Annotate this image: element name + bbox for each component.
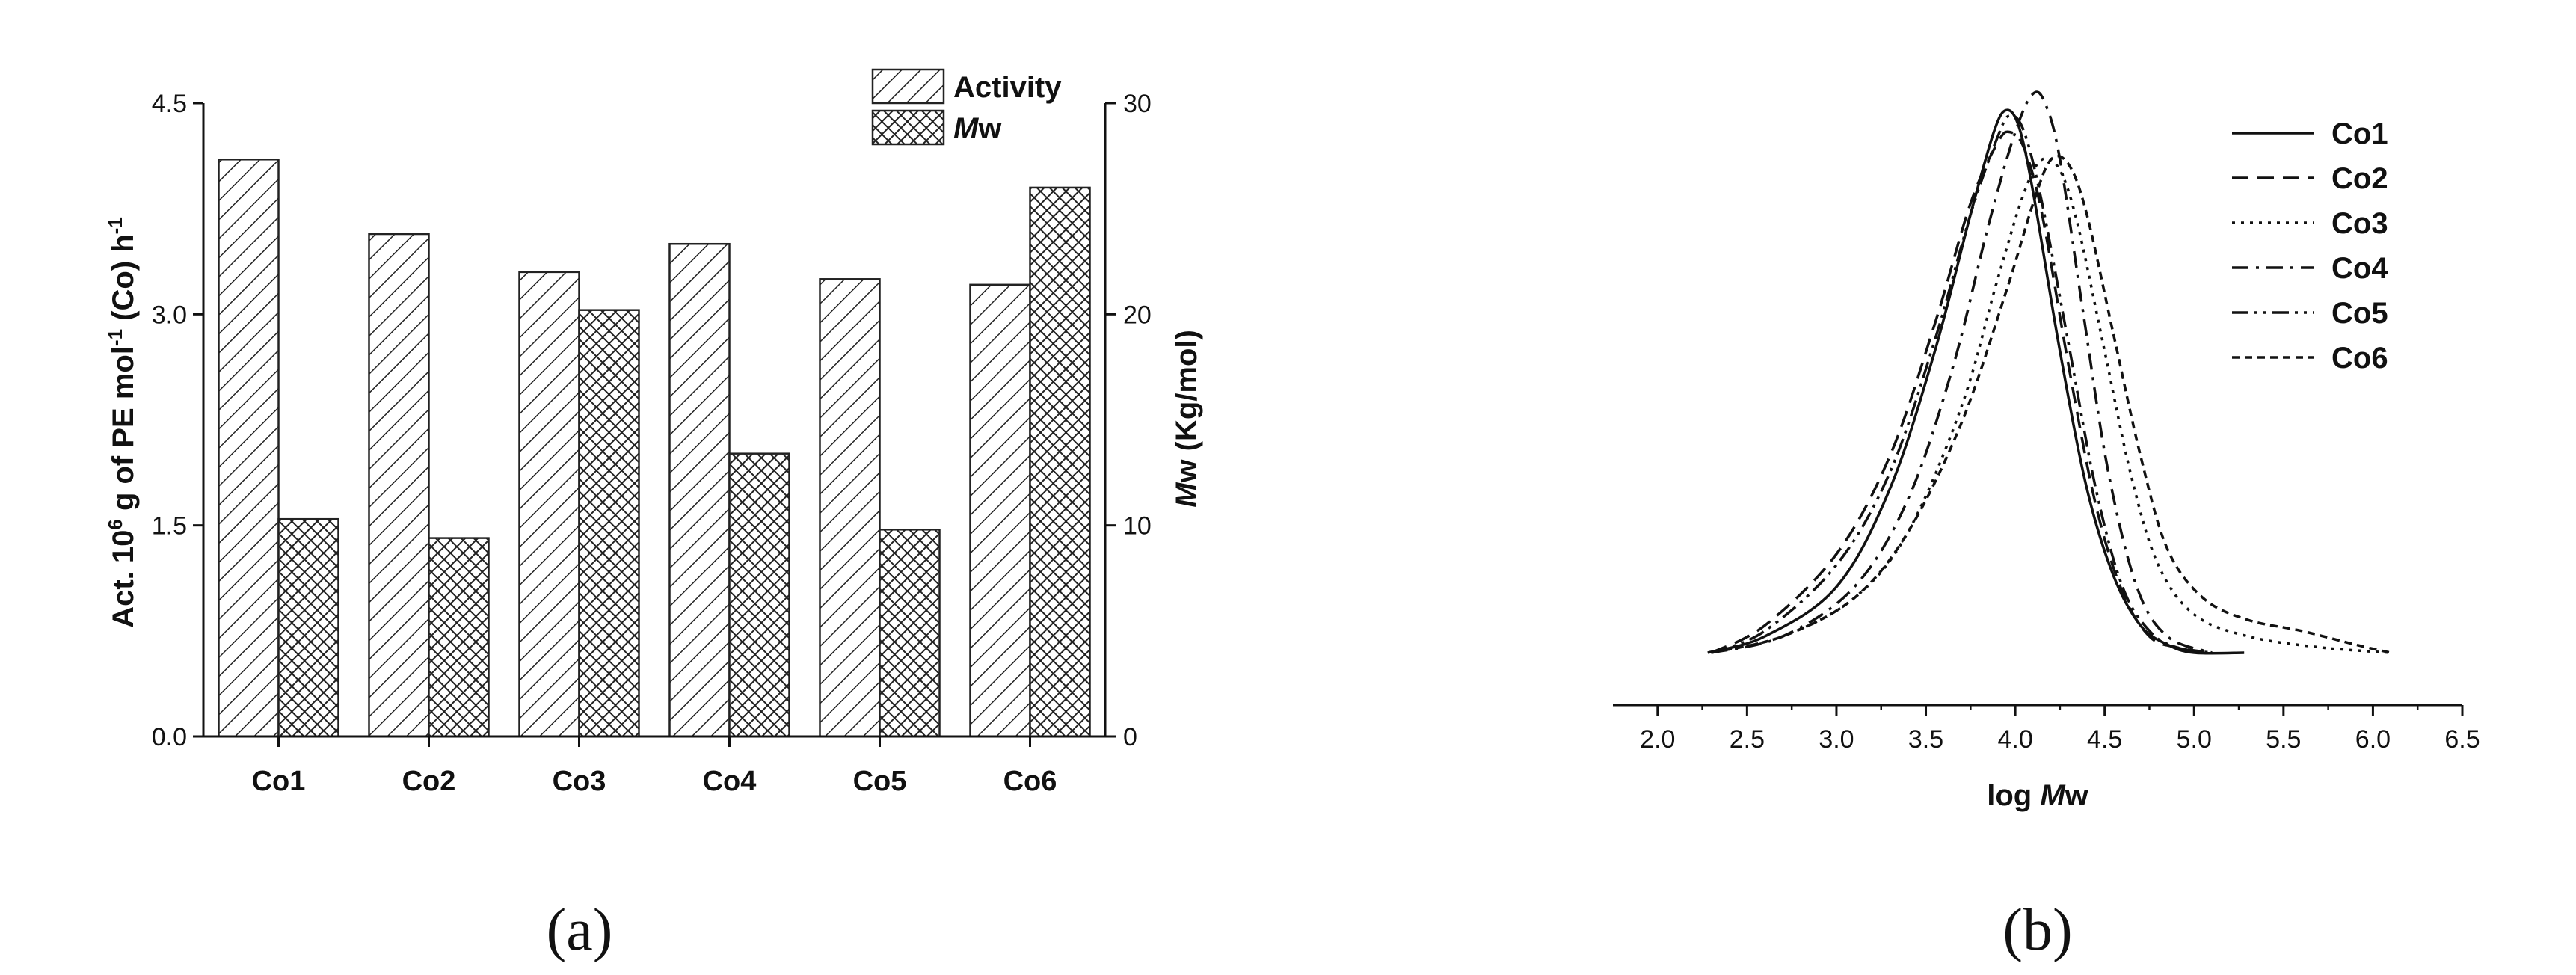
legend-label-co1: Co1: [2331, 117, 2388, 150]
bar-activity-co1: [218, 159, 280, 738]
panel-label-a: (a): [547, 897, 613, 963]
line-series-group: [1707, 90, 2391, 655]
panel-label-b: (b): [2002, 897, 2072, 963]
bar-mw-co2: [428, 537, 490, 738]
x-tick-label-b: 6.5: [2444, 725, 2480, 754]
line-chart-panel-b: 2.0 2.5 3.0 3.5 4.0 4.5 5.0 5.5 6.0 6.5 Co1 Co2 Co3…: [1613, 90, 2480, 963]
x-tick-label-b: 6.0: [2355, 725, 2391, 754]
line-co4: [1711, 90, 2213, 654]
line-co2: [1710, 130, 2213, 654]
x-tick-label-b: 5.5: [2266, 725, 2301, 754]
x-tick-label: Co5: [853, 766, 907, 797]
line-co6: [1711, 154, 2391, 654]
bar-mw-co3: [578, 309, 640, 738]
left-y-axis-label: Act. 106 g of PE mol-1 (Co) h-1: [104, 217, 140, 628]
right-y-tick-label: 10: [1123, 512, 1152, 541]
right-y-tick-label: 0: [1123, 723, 1137, 751]
x-tick-label-b: 3.0: [1819, 725, 1854, 754]
x-tick-label-b: 2.5: [1730, 725, 1765, 754]
bar-activity-co5: [819, 278, 881, 738]
bar-chart-panel-a: Co1 Co2 Co3 Co4 Co5 Co6 0.0 1.5 3.0 4.5 0 10 20 30 Ac…: [104, 68, 1203, 963]
legend-label-mw: Mw: [953, 112, 1002, 145]
x-tick-label: Co2: [402, 766, 456, 797]
right-y-tick-label: 30: [1123, 90, 1152, 118]
bar-activity-co4: [668, 242, 731, 738]
bar-mw-co6: [1029, 186, 1091, 738]
x-tick-label: Co3: [553, 766, 606, 797]
bar-mw-co5: [879, 529, 941, 738]
x-axis-label-b: log Mw: [1987, 779, 2088, 812]
x-tick-label-b: 5.0: [2177, 725, 2212, 754]
x-tick-label: Co4: [703, 766, 757, 797]
bar-mw-co1: [277, 517, 339, 738]
left-y-tick-label: 0.0: [152, 723, 187, 751]
bar-activity-co3: [518, 271, 580, 738]
line-chart-ticks: 2.0 2.5 3.0 3.5 4.0 4.5 5.0 5.5 6.0 6.5: [1640, 705, 2480, 754]
bar-chart-axes: [202, 103, 1107, 738]
legend-label-co4: Co4: [2331, 252, 2388, 285]
left-y-tick-label: 1.5: [152, 512, 187, 541]
legend-label-activity: Activity: [953, 71, 1062, 104]
legend-label-co3: Co3: [2331, 207, 2388, 240]
left-y-tick-label: 4.5: [152, 90, 187, 118]
x-tick-label: Co1: [252, 766, 306, 797]
x-tick-label-b: 3.5: [1908, 725, 1943, 754]
line-co1: [1707, 108, 2245, 655]
left-y-tick-label: 3.0: [152, 301, 187, 329]
legend-label-co2: Co2: [2331, 162, 2388, 195]
line-co3: [1711, 156, 2391, 654]
legend-label-co6: Co6: [2331, 342, 2388, 375]
legend-swatch-mw: [871, 109, 945, 146]
bar-legend: Activity Mw: [871, 68, 1062, 146]
legend-label-co5: Co5: [2331, 297, 2388, 330]
x-tick-label-b: 4.5: [2087, 725, 2122, 754]
bar-activity-co6: [969, 283, 1031, 738]
x-tick-label: Co6: [1003, 766, 1057, 797]
bar-mw-co4: [728, 452, 790, 738]
line-legend: Co1 Co2 Co3 Co4 Co5 Co6: [2232, 117, 2388, 375]
right-y-tick-label: 20: [1123, 301, 1152, 329]
x-tick-label-b: 2.0: [1640, 725, 1675, 754]
legend-swatch-activity: [871, 68, 945, 105]
line-co5: [1710, 114, 2213, 654]
x-tick-label-b: 4.0: [1997, 725, 2032, 754]
bar-group: [218, 159, 1091, 738]
bar-activity-co2: [368, 233, 430, 738]
right-y-axis-label: Mw (Kg/mol): [1170, 330, 1203, 508]
bar-chart-ticks: Co1 Co2 Co3 Co4 Co5 Co6 0.0 1.5 3.0 4.5 0 10 20 30: [152, 90, 1152, 797]
